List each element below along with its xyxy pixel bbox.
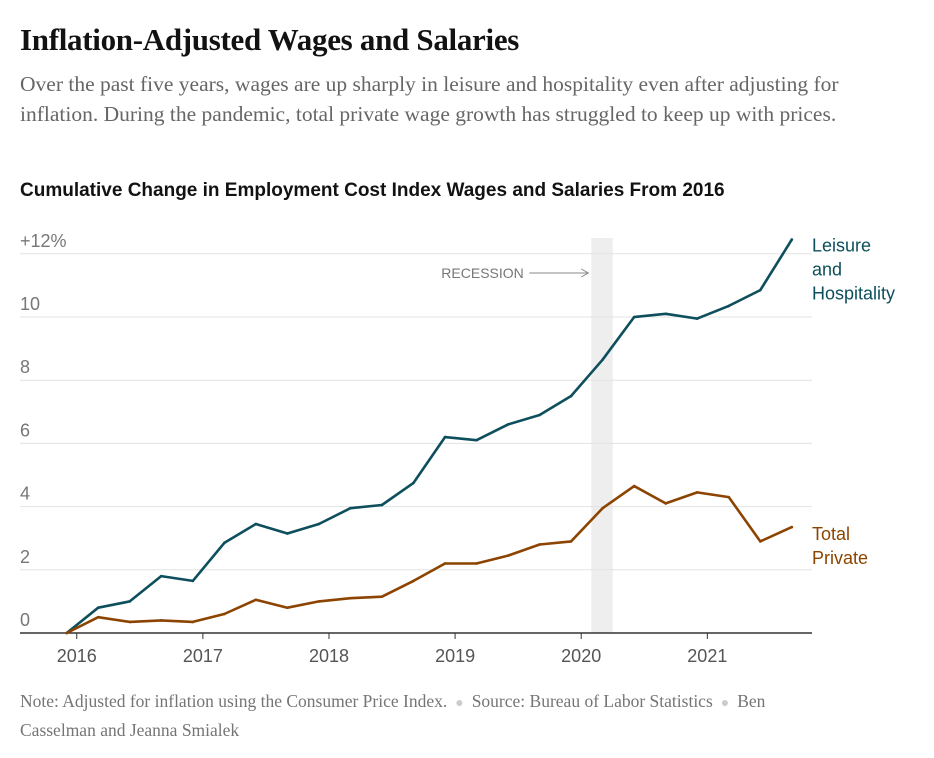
footer-note: Note: Adjusted for inflation using the C…	[20, 691, 448, 711]
y-tick-label: 4	[20, 484, 30, 504]
data-point	[601, 506, 604, 510]
data-point	[191, 579, 195, 583]
series-line-total-private	[65, 484, 794, 635]
y-tick-label: 0	[20, 610, 30, 630]
data-point	[727, 304, 731, 308]
y-tick-label: +12%	[20, 231, 67, 251]
data-point	[412, 579, 415, 583]
x-tick-label: 2019	[435, 646, 475, 666]
recession-band	[591, 238, 613, 633]
data-point	[790, 238, 794, 241]
recession-label: RECESSION	[441, 265, 523, 281]
data-point	[380, 503, 384, 507]
data-point	[380, 595, 384, 598]
data-point	[538, 413, 541, 417]
data-point	[159, 619, 163, 622]
data-point	[349, 506, 352, 510]
data-point	[632, 315, 636, 319]
data-point	[191, 620, 195, 624]
series-label: and	[812, 260, 842, 280]
headline: Inflation-Adjusted Wages and Salaries	[20, 22, 520, 57]
separator-dot: ●	[720, 696, 730, 711]
data-point	[96, 606, 100, 610]
data-point	[758, 288, 762, 292]
data-point	[223, 612, 226, 616]
data-point	[317, 600, 321, 603]
series-line-leisure-and-hospitality	[65, 238, 794, 635]
series-label: Total	[812, 524, 850, 544]
x-tick-label: 2016	[57, 646, 97, 666]
data-point	[286, 532, 289, 535]
data-point	[223, 541, 226, 545]
data-point	[569, 394, 573, 398]
data-point	[601, 358, 604, 361]
series-label: Private	[812, 548, 868, 568]
data-point	[254, 522, 258, 526]
footer: Note: Adjusted for inflation using the C…	[20, 688, 840, 744]
series-label: Leisure	[812, 236, 871, 256]
y-tick-label: 8	[20, 357, 30, 377]
dek: Over the past five years, wages are up s…	[20, 72, 839, 126]
series-label: Hospitality	[812, 284, 895, 304]
data-point	[159, 574, 163, 578]
data-point	[286, 606, 289, 610]
data-point	[506, 554, 510, 557]
y-tick-label: 10	[20, 294, 40, 314]
data-point	[128, 600, 132, 603]
data-point	[443, 562, 447, 565]
data-point	[790, 525, 794, 529]
data-point	[412, 481, 415, 485]
x-tick-label: 2020	[561, 646, 601, 666]
data-point	[632, 484, 636, 488]
data-point	[475, 438, 478, 442]
data-point	[65, 631, 68, 635]
data-point	[695, 491, 699, 494]
footer-source: Source: Bureau of Labor Statistics	[471, 691, 713, 711]
data-point	[317, 522, 321, 526]
data-point	[475, 562, 478, 565]
y-tick-label: 2	[20, 547, 30, 567]
data-point	[96, 615, 100, 619]
chart-title: Cumulative Change in Employment Cost Ind…	[20, 180, 725, 201]
data-point	[538, 543, 541, 546]
data-point	[128, 620, 132, 624]
y-tick-label: 6	[20, 420, 30, 440]
data-point	[443, 435, 447, 439]
data-point	[664, 312, 668, 316]
data-point	[506, 423, 510, 426]
data-point	[254, 598, 258, 602]
data-point	[758, 540, 762, 543]
data-point	[695, 317, 699, 320]
separator-dot: ●	[455, 696, 464, 711]
data-point	[569, 540, 573, 543]
data-point	[727, 495, 731, 499]
data-point	[349, 596, 352, 600]
data-point	[664, 502, 668, 505]
line-chart: 0 2 4 6 8 10 +12% RECESSION 2016 2017 2018 2019 2020…	[20, 231, 895, 666]
recession-arrow-head	[581, 268, 590, 278]
x-tick-label: 2017	[183, 646, 223, 666]
x-tick-label: 2018	[309, 646, 349, 666]
footer-credit: Ben Casselman and Jeanna Smialek	[20, 691, 766, 740]
x-tick-label: 2021	[687, 646, 727, 666]
